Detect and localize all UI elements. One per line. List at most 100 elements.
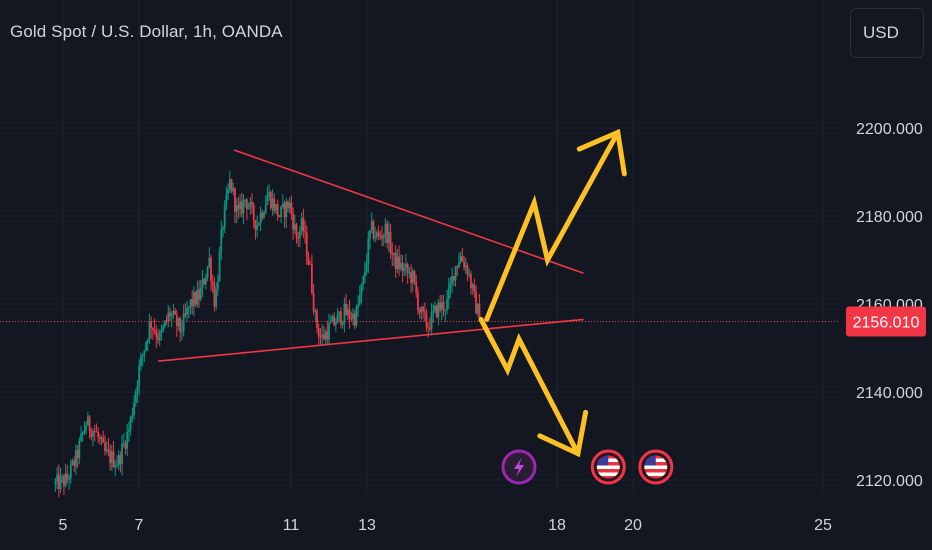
candle-body [428,327,431,330]
event-markers[interactable] [501,449,674,485]
candle-body [398,256,401,269]
candle-body [437,302,440,318]
candle-body [319,336,322,338]
candle-body [285,201,288,218]
candle-body [401,262,404,272]
candle-body [372,221,375,239]
candle-body [408,272,411,274]
lower-trendline[interactable] [157,318,584,362]
candle-body [57,474,60,490]
candle-body [312,293,315,312]
candle-body [418,309,421,313]
candle-body [307,257,310,264]
candle-body [458,262,460,268]
candle-body [461,256,464,262]
candle-body [81,432,84,434]
candle-body [387,231,390,243]
upper-trendline[interactable] [233,149,584,274]
candle-body [475,291,477,314]
price-tick-label: 2200.000 [856,121,923,138]
candle-body [364,271,366,277]
bearish-zigzag-arrow-head [537,409,589,458]
candle-body [242,199,245,214]
candle-body [350,318,353,320]
time-axis[interactable]: 5 7 11 13 18 20 25 [59,517,832,534]
candle-body [413,270,416,282]
candle-body [98,437,101,440]
symbol-title[interactable]: Gold Spot / U.S. Dollar, 1h, OANDA [10,22,283,41]
candle-body [357,304,359,308]
triangle-pattern [157,149,584,362]
candle-body [75,450,77,467]
candle-body [464,265,467,268]
candle-body [444,309,447,311]
candle-body [117,455,120,466]
candle-body [434,305,436,311]
candle-body [305,232,308,258]
candle-body [186,307,188,315]
candle-body [352,313,354,319]
candle-body [283,203,286,218]
candle-body [331,316,334,322]
candle-body [122,443,125,445]
candle-body [420,306,423,313]
candle-body [439,302,442,310]
price-tick-label: 2140.000 [856,385,923,402]
candle-body [71,460,74,464]
candle-body [275,203,277,211]
us-flag-icon[interactable] [638,449,674,485]
candle-body [309,263,312,265]
candle-body [252,204,255,220]
us-flag-icon[interactable] [590,449,626,485]
candle-body [64,473,67,487]
candle-body [193,292,195,307]
candle-body [160,330,163,333]
candle-body [362,276,365,285]
lightning-icon[interactable] [501,449,537,485]
candle-body [374,237,377,239]
candle-body [206,266,209,278]
candle-body [393,252,395,255]
candle-body [314,310,317,312]
candle-body [343,304,346,323]
candle-body [107,449,110,451]
candle-body [447,287,450,300]
candle-body [386,223,389,243]
candle-body [311,264,313,294]
candle-body [427,326,430,328]
candle-body [169,312,171,317]
candle-body [321,334,324,337]
currency-button[interactable]: USD [850,8,924,58]
candle-body [150,321,153,329]
candle-body [112,451,115,468]
time-tick-label: 11 [283,517,300,534]
candle-body [389,231,392,254]
bearish-zigzag-arrow[interactable] [478,316,589,458]
candle-body [136,386,139,392]
candle-body [336,314,339,324]
candle-body [182,313,185,332]
candle-body [377,232,380,236]
candle-body [240,201,243,214]
candle-body [129,416,132,430]
candle-body [247,207,250,209]
time-tick-label: 20 [624,517,642,534]
candle-body [403,267,406,272]
candle-body [471,284,474,288]
candle-body [261,212,264,218]
candle-body [143,350,146,356]
candle-body [174,310,176,315]
bullish-zigzag-arrow[interactable] [484,128,627,322]
candle-body [211,281,214,287]
candle-body [251,201,253,205]
candle-body [69,463,72,479]
candle-body [317,327,320,337]
candle-body [254,219,257,230]
candle-body [97,432,100,438]
candle-body [90,430,93,438]
candle-body [249,201,252,208]
candle-body [470,274,472,288]
candle-body [61,476,64,478]
